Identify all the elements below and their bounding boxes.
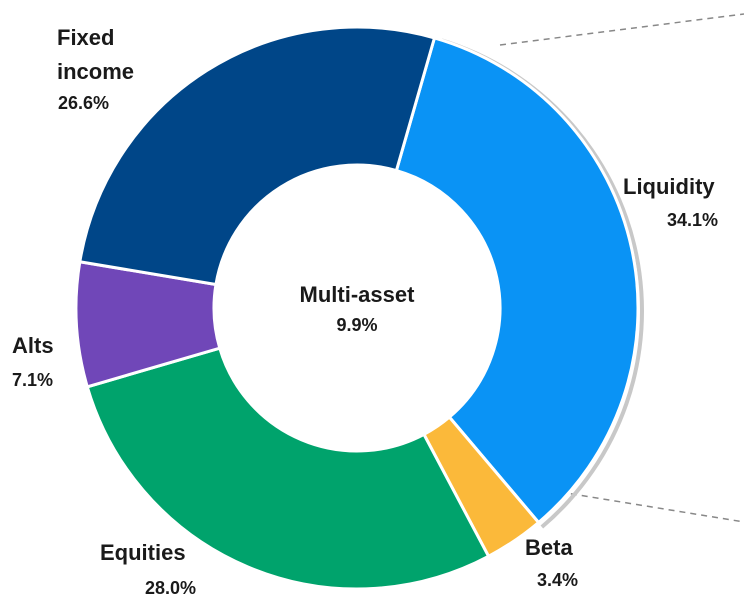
slice-value: 34.1% (667, 210, 719, 230)
center-value: 9.9% (336, 315, 377, 335)
slice-value: 3.4% (537, 570, 579, 590)
center-label: Multi-asset (300, 282, 416, 307)
slice (85, 346, 491, 591)
slice-value: 26.6% (58, 93, 110, 113)
slice-label: Fixed income (57, 25, 135, 84)
slice-label: Beta (525, 535, 573, 560)
slice-value: 7.1% (12, 370, 54, 390)
connector-line (559, 491, 744, 523)
slice-label: Equities (100, 540, 186, 565)
connector-line (499, 13, 744, 46)
slice (394, 36, 640, 525)
slice (78, 25, 437, 287)
slice-label: Liquidity (623, 174, 715, 199)
slice-value: 28.0% (145, 578, 197, 598)
slice-label: Alts (12, 333, 54, 358)
